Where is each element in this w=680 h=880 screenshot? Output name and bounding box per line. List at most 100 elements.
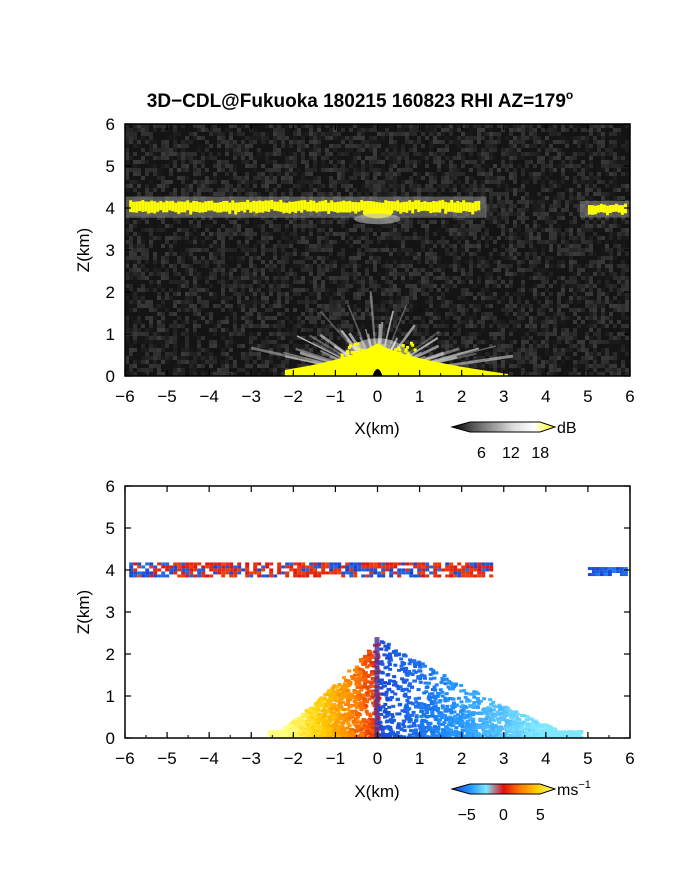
noise-cell	[461, 140, 465, 144]
noise-cell	[621, 264, 625, 268]
noise-cell	[569, 280, 573, 284]
noise-cell	[373, 236, 377, 240]
noise-cell	[545, 328, 549, 332]
noise-cell	[597, 268, 601, 272]
noise-cell	[521, 144, 525, 148]
noise-cell	[609, 124, 613, 128]
noise-cell	[141, 132, 145, 136]
noise-cell	[325, 276, 329, 280]
noise-cell	[125, 264, 129, 268]
noise-cell	[177, 260, 181, 264]
noise-cell	[493, 236, 497, 240]
noise-cell	[537, 124, 541, 128]
noise-cell	[221, 240, 225, 244]
noise-cell	[569, 276, 573, 280]
noise-cell	[417, 284, 421, 288]
noise-cell	[489, 144, 493, 148]
noise-cell	[469, 240, 473, 244]
noise-cell	[197, 260, 201, 264]
noise-cell	[577, 268, 581, 272]
noise-cell	[321, 348, 325, 352]
noise-cell	[601, 156, 605, 160]
noise-cell	[233, 140, 237, 144]
noise-cell	[157, 332, 161, 336]
noise-cell	[249, 240, 253, 244]
noise-cell	[453, 164, 457, 168]
noise-cell	[429, 300, 433, 304]
noise-cell	[405, 300, 409, 304]
noise-cell	[525, 292, 529, 296]
noise-cell	[281, 336, 285, 340]
noise-cell	[453, 280, 457, 284]
noise-cell	[397, 156, 401, 160]
noise-cell	[517, 136, 521, 140]
noise-cell	[249, 152, 253, 156]
noise-cell	[501, 344, 505, 348]
noise-cell	[341, 144, 345, 148]
noise-cell	[365, 140, 369, 144]
noise-cell	[609, 228, 613, 232]
noise-cell	[209, 252, 213, 256]
noise-cell	[233, 132, 237, 136]
noise-cell	[241, 148, 245, 152]
noise-cell	[301, 312, 305, 316]
noise-cell	[549, 264, 553, 268]
noise-cell	[509, 128, 513, 132]
noise-cell	[525, 200, 529, 204]
noise-cell	[329, 336, 333, 340]
noise-cell	[573, 160, 577, 164]
noise-cell	[465, 276, 469, 280]
noise-cell	[505, 212, 509, 216]
noise-cell	[345, 168, 349, 172]
noise-cell	[281, 128, 285, 132]
noise-cell	[377, 260, 381, 264]
noise-cell	[549, 156, 553, 160]
noise-cell	[317, 184, 321, 188]
noise-cell	[361, 184, 365, 188]
noise-cell	[281, 144, 285, 148]
noise-cell	[153, 164, 157, 168]
noise-cell	[325, 240, 329, 244]
noise-cell	[125, 240, 129, 244]
noise-cell	[321, 184, 325, 188]
noise-cell	[605, 340, 609, 344]
noise-cell	[221, 300, 225, 304]
noise-cell	[213, 172, 217, 176]
noise-cell	[253, 308, 257, 312]
noise-cell	[261, 316, 265, 320]
noise-cell	[601, 320, 605, 324]
noise-cell	[485, 212, 489, 216]
noise-cell	[545, 240, 549, 244]
noise-cell	[149, 180, 153, 184]
noise-cell	[429, 336, 433, 340]
noise-cell	[265, 296, 269, 300]
noise-cell	[317, 180, 321, 184]
noise-cell	[337, 304, 341, 308]
noise-cell	[365, 312, 369, 316]
noise-cell	[329, 288, 333, 292]
noise-cell	[353, 172, 357, 176]
noise-cell	[533, 272, 537, 276]
noise-cell	[357, 332, 361, 336]
noise-cell	[529, 332, 533, 336]
noise-cell	[189, 180, 193, 184]
noise-cell	[253, 336, 257, 340]
noise-cell	[285, 296, 289, 300]
noise-cell	[273, 224, 277, 228]
noise-cell	[593, 236, 597, 240]
noise-cell	[229, 272, 233, 276]
noise-cell	[409, 292, 413, 296]
noise-cell	[553, 264, 557, 268]
noise-cell	[517, 252, 521, 256]
noise-cell	[293, 348, 297, 352]
noise-cell	[553, 344, 557, 348]
noise-cell	[561, 332, 565, 336]
noise-cell	[201, 272, 205, 276]
noise-cell	[261, 268, 265, 272]
noise-cell	[249, 324, 253, 328]
noise-cell	[513, 252, 517, 256]
noise-cell	[357, 240, 361, 244]
noise-cell	[497, 292, 501, 296]
noise-cell	[253, 232, 257, 236]
noise-cell	[269, 288, 273, 292]
